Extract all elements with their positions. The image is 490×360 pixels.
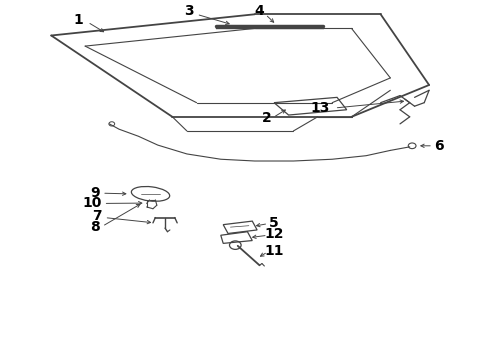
Text: 10: 10	[83, 197, 102, 211]
Text: 1: 1	[73, 13, 83, 27]
Text: 4: 4	[255, 4, 265, 18]
Text: 13: 13	[310, 101, 330, 115]
Text: 5: 5	[269, 216, 279, 230]
Text: 2: 2	[262, 111, 271, 125]
Text: 8: 8	[90, 220, 99, 234]
Text: 9: 9	[90, 186, 99, 200]
Text: 3: 3	[184, 4, 194, 18]
Text: 6: 6	[434, 139, 443, 153]
Text: 12: 12	[264, 227, 284, 241]
Text: 7: 7	[93, 209, 102, 223]
Text: 11: 11	[264, 244, 284, 258]
